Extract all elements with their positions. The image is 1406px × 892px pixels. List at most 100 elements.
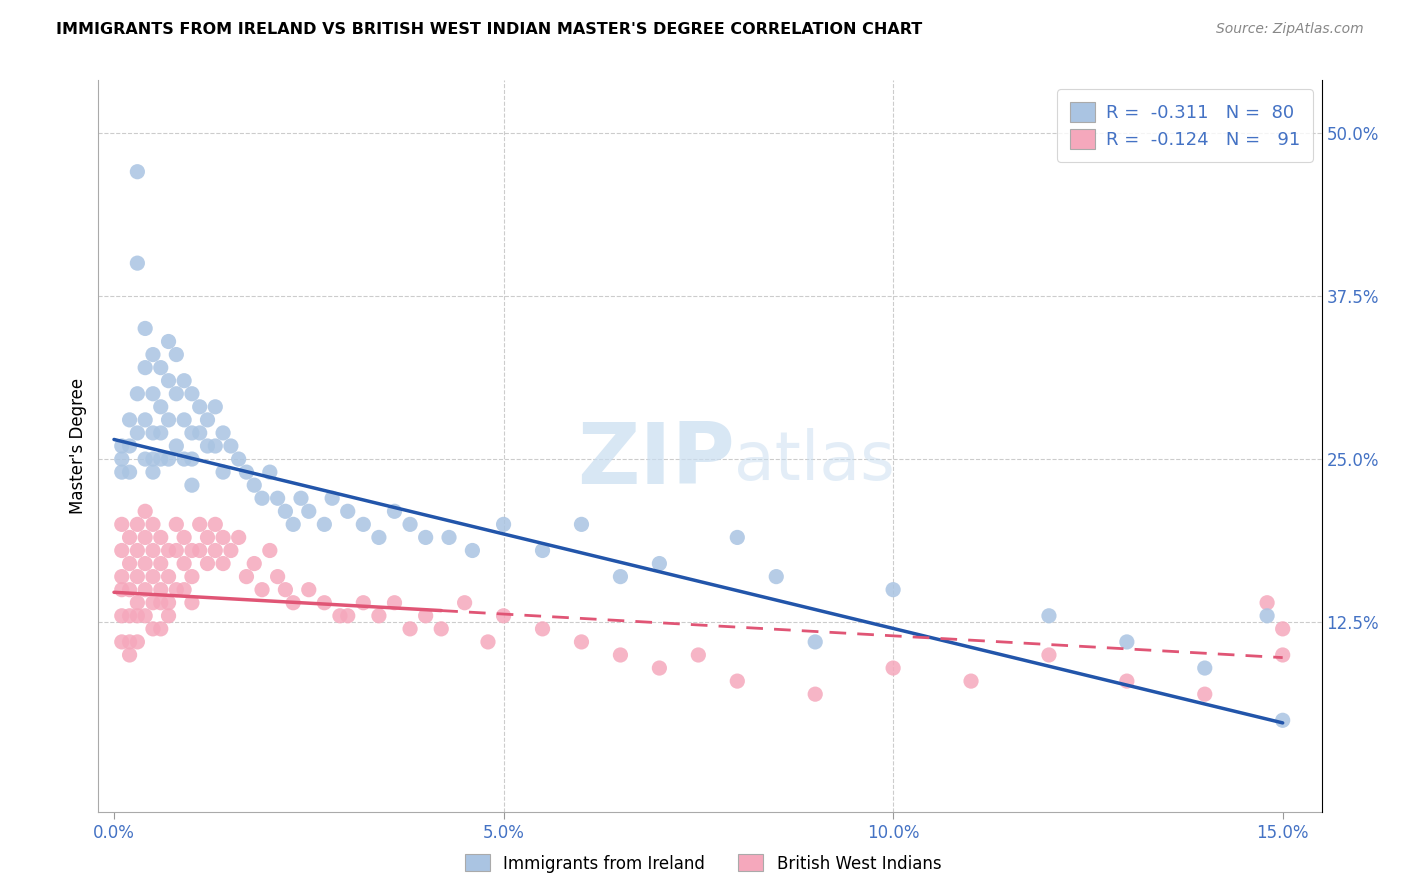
Point bbox=[314, 596, 336, 610]
Point bbox=[228, 452, 250, 467]
Point bbox=[111, 582, 134, 597]
Point bbox=[142, 569, 165, 583]
Point bbox=[157, 596, 180, 610]
Point bbox=[492, 517, 515, 532]
Point bbox=[274, 582, 297, 597]
Point bbox=[437, 530, 460, 544]
Point bbox=[118, 413, 141, 427]
Point bbox=[235, 465, 257, 479]
Point bbox=[648, 557, 671, 571]
Point bbox=[118, 582, 141, 597]
Point bbox=[157, 543, 180, 558]
Point bbox=[688, 648, 710, 662]
Point bbox=[259, 465, 281, 479]
Point bbox=[243, 478, 266, 492]
Point bbox=[329, 608, 352, 623]
Point bbox=[165, 386, 187, 401]
Point bbox=[212, 465, 235, 479]
Point bbox=[461, 543, 484, 558]
Point bbox=[243, 557, 266, 571]
Point bbox=[367, 608, 389, 623]
Point bbox=[157, 374, 180, 388]
Point bbox=[882, 582, 904, 597]
Point bbox=[142, 452, 165, 467]
Point bbox=[118, 635, 141, 649]
Point bbox=[314, 517, 336, 532]
Point bbox=[571, 517, 593, 532]
Point bbox=[180, 543, 202, 558]
Point bbox=[531, 543, 554, 558]
Point bbox=[298, 582, 321, 597]
Point bbox=[725, 674, 748, 689]
Point bbox=[142, 465, 165, 479]
Point bbox=[197, 530, 219, 544]
Point bbox=[384, 504, 406, 518]
Point bbox=[142, 596, 165, 610]
Point bbox=[134, 452, 156, 467]
Point bbox=[1271, 648, 1294, 662]
Point bbox=[1038, 648, 1060, 662]
Point bbox=[118, 648, 141, 662]
Point bbox=[111, 569, 134, 583]
Point bbox=[453, 596, 475, 610]
Point bbox=[1115, 635, 1137, 649]
Point bbox=[157, 334, 180, 349]
Point bbox=[197, 439, 219, 453]
Legend: R =  -0.311   N =  80, R =  -0.124   N =   91: R = -0.311 N = 80, R = -0.124 N = 91 bbox=[1057, 89, 1313, 161]
Point bbox=[127, 165, 149, 179]
Point bbox=[180, 425, 202, 440]
Point bbox=[352, 596, 374, 610]
Point bbox=[212, 557, 235, 571]
Legend: Immigrants from Ireland, British West Indians: Immigrants from Ireland, British West In… bbox=[458, 847, 948, 880]
Point bbox=[571, 635, 593, 649]
Point bbox=[492, 608, 515, 623]
Point bbox=[127, 256, 149, 270]
Point bbox=[1038, 608, 1060, 623]
Point bbox=[648, 661, 671, 675]
Point bbox=[1194, 661, 1216, 675]
Point bbox=[134, 530, 156, 544]
Point bbox=[882, 661, 904, 675]
Text: IMMIGRANTS FROM IRELAND VS BRITISH WEST INDIAN MASTER'S DEGREE CORRELATION CHART: IMMIGRANTS FROM IRELAND VS BRITISH WEST … bbox=[56, 22, 922, 37]
Point bbox=[1194, 687, 1216, 701]
Point bbox=[188, 517, 211, 532]
Point bbox=[173, 374, 195, 388]
Point bbox=[149, 452, 172, 467]
Point bbox=[204, 517, 226, 532]
Point bbox=[399, 622, 422, 636]
Point bbox=[157, 452, 180, 467]
Point bbox=[127, 517, 149, 532]
Point bbox=[219, 543, 242, 558]
Point bbox=[1256, 596, 1278, 610]
Point bbox=[266, 491, 288, 506]
Point bbox=[111, 465, 134, 479]
Point bbox=[765, 569, 787, 583]
Point bbox=[1271, 622, 1294, 636]
Point bbox=[283, 596, 305, 610]
Point bbox=[197, 557, 219, 571]
Point bbox=[157, 608, 180, 623]
Point bbox=[235, 569, 257, 583]
Point bbox=[197, 413, 219, 427]
Point bbox=[173, 582, 195, 597]
Point bbox=[188, 400, 211, 414]
Point bbox=[804, 687, 827, 701]
Point bbox=[609, 569, 631, 583]
Point bbox=[142, 386, 165, 401]
Point bbox=[118, 557, 141, 571]
Point bbox=[118, 439, 141, 453]
Point bbox=[149, 530, 172, 544]
Point bbox=[477, 635, 499, 649]
Point bbox=[127, 543, 149, 558]
Point bbox=[1115, 674, 1137, 689]
Point bbox=[142, 348, 165, 362]
Point bbox=[399, 517, 422, 532]
Point bbox=[111, 543, 134, 558]
Text: ZIP: ZIP bbox=[576, 419, 734, 502]
Point bbox=[173, 530, 195, 544]
Point bbox=[960, 674, 983, 689]
Point bbox=[415, 608, 437, 623]
Point bbox=[204, 400, 226, 414]
Point bbox=[531, 622, 554, 636]
Point bbox=[149, 400, 172, 414]
